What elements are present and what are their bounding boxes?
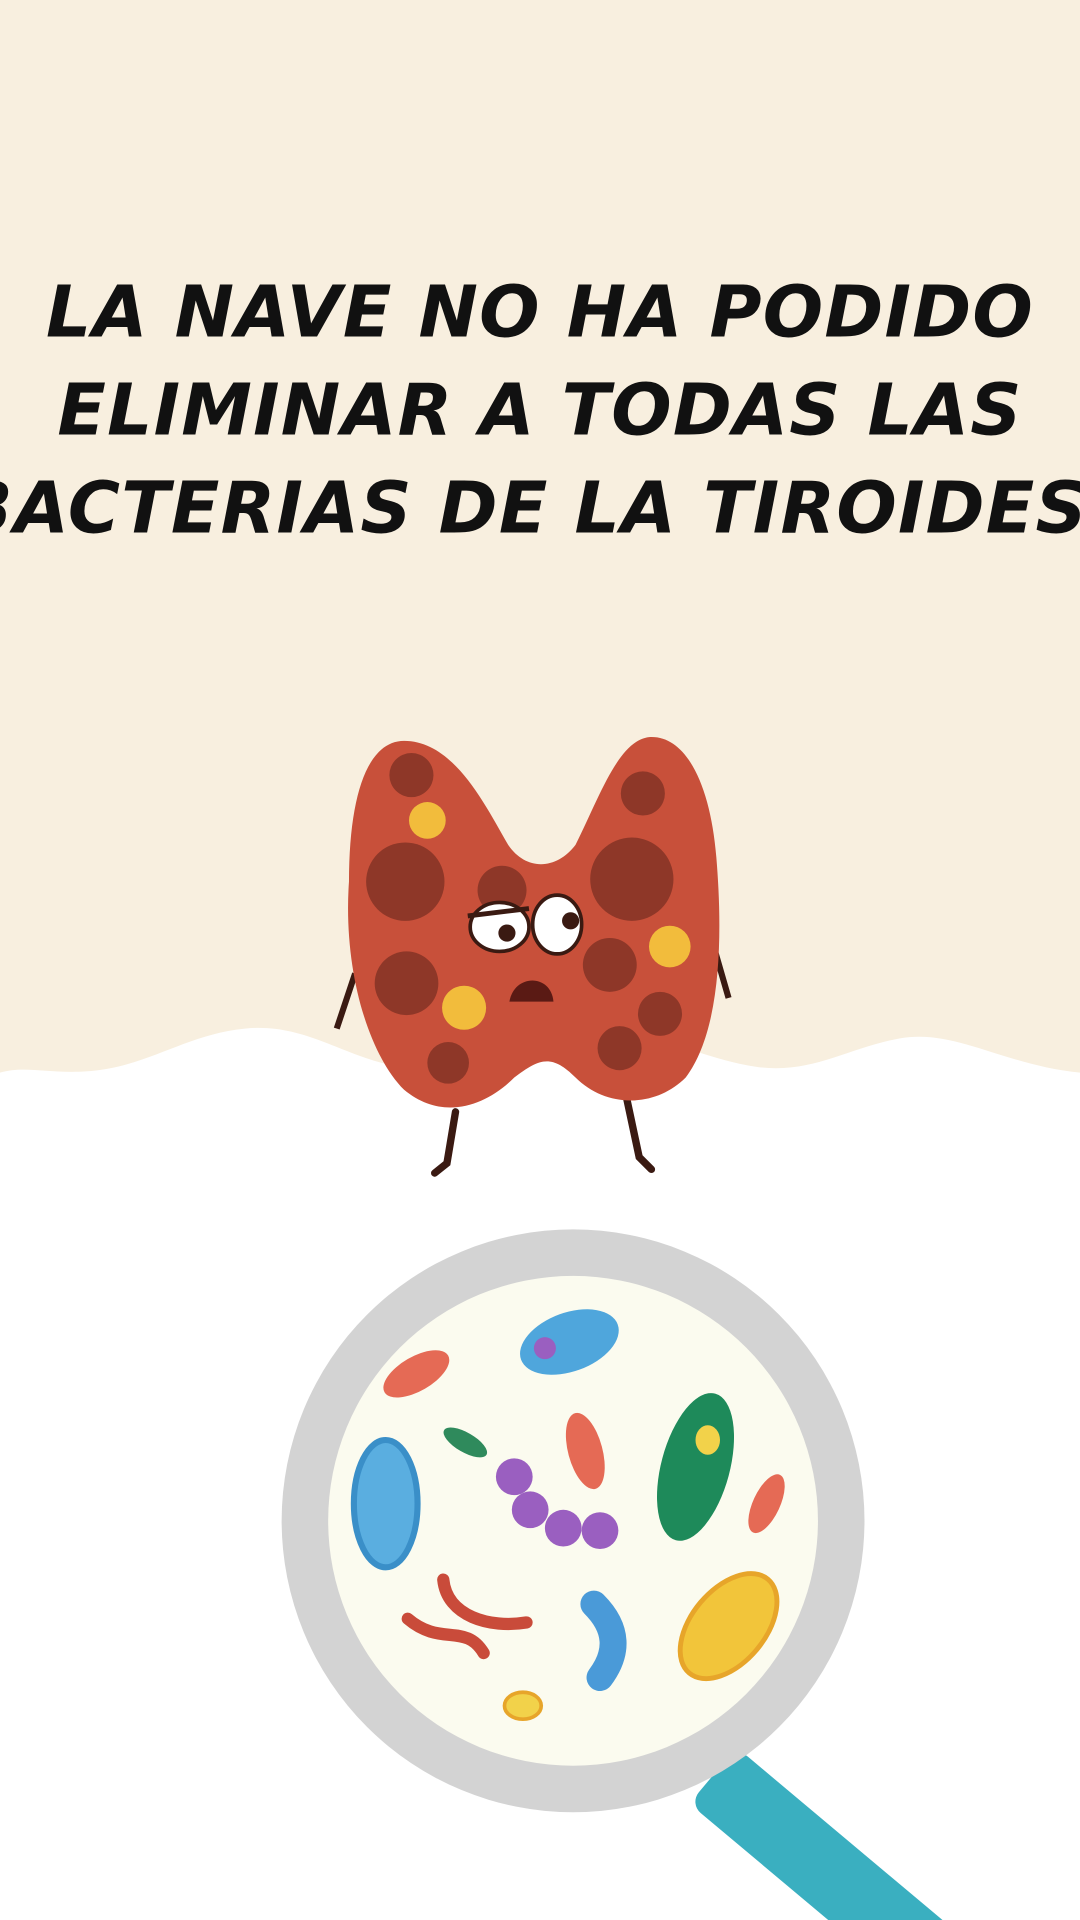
header-wave bbox=[0, 0, 1080, 1073]
title-line: LA NAVE NO HA PODIDO bbox=[46, 271, 1034, 354]
thyroid-character bbox=[333, 737, 732, 1177]
title-line: BACTERIAS DE LA TIROIDES! bbox=[0, 467, 1080, 550]
title-line: ELIMINAR A TODAS LAS bbox=[57, 369, 1022, 452]
magnifier bbox=[281, 1229, 956, 1920]
